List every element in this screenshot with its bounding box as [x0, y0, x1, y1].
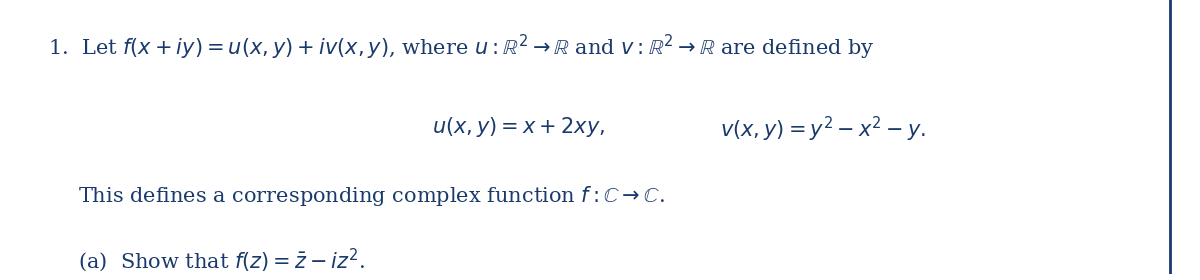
Text: $v(x,y) = y^2 - x^2 - y.$: $v(x,y) = y^2 - x^2 - y.$ — [720, 115, 926, 144]
Text: (a)  Show that $f(z) = \bar{z} - iz^2$.: (a) Show that $f(z) = \bar{z} - iz^2$. — [78, 246, 365, 274]
Text: 1.  Let $f(x+iy) = u(x,y) + iv(x,y)$, where $u:\mathbb{R}^2 \to \mathbb{R}$ and : 1. Let $f(x+iy) = u(x,y) + iv(x,y)$, whe… — [48, 33, 875, 62]
Text: $u(x,y) = x + 2xy,$: $u(x,y) = x + 2xy,$ — [432, 115, 605, 139]
Text: This defines a corresponding complex function $f:\mathbb{C} \to \mathbb{C}$.: This defines a corresponding complex fun… — [78, 183, 665, 207]
